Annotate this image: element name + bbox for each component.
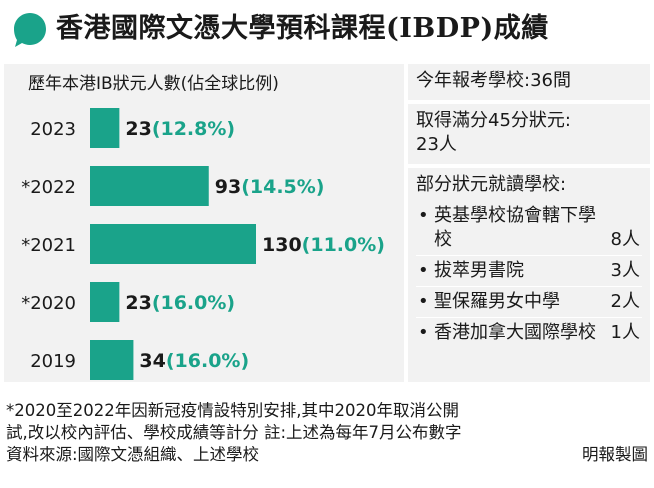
school-list: • 英基學校協會轄下學校 8人 • 拔萃男書院 3人 • 聖保羅男女中學 2人 • 香港加拿大國際學…	[416, 201, 642, 348]
bullet-icon: •	[418, 291, 429, 312]
year-label: 2019	[30, 351, 76, 372]
bar	[90, 108, 120, 148]
footnote: *2020至2022年因新冠疫情設特別安排,其中2020年取消公開 試,改以校內…	[6, 400, 650, 466]
full-marks-box: 取得滿分45分狀元: 23人	[408, 104, 650, 164]
bar	[90, 340, 134, 380]
percent-label: (11.0%)	[302, 234, 385, 256]
value-label: 34(16.0%)	[139, 350, 249, 372]
bullet-icon: •	[418, 322, 429, 343]
value-label: 130(11.0%)	[262, 234, 385, 256]
percent-label: (16.0%)	[152, 292, 235, 314]
school-name: 拔萃男書院	[434, 260, 524, 281]
bar	[90, 166, 209, 206]
percent-label: (12.8%)	[152, 118, 235, 140]
schools-count-box: 今年報考學校:36間	[408, 64, 650, 100]
schools-count-text: 今年報考學校:36間	[416, 70, 571, 91]
bullet-icon: •	[418, 260, 429, 281]
full-marks-count: 23人	[416, 134, 457, 155]
year-label: *2022	[21, 177, 76, 198]
page-title: 香港國際文憑大學預科課程(IBDP)成績	[56, 13, 549, 44]
footnote-line-3: 資料來源:國際文憑組織、上述學校	[6, 445, 260, 464]
school-item: • 英基學校協會轄下學校 8人	[416, 201, 642, 256]
full-marks-label: 取得滿分45分狀元:	[416, 110, 571, 131]
school-name: 香港加拿大國際學校	[434, 322, 596, 343]
credit: 明報製圖	[582, 445, 648, 464]
school-count: 8人	[610, 229, 640, 250]
bar	[90, 282, 120, 322]
footnote-line-1: *2020至2022年因新冠疫情設特別安排,其中2020年取消公開	[6, 401, 459, 420]
year-label: *2021	[21, 235, 76, 256]
percent-label: (16.0%)	[166, 350, 249, 372]
bar-chart: 2023 23(12.8%) *2022 93(14.5%) *2021 130(11.0…	[21, 108, 385, 380]
school-item: • 香港加拿大國際學校 1人	[416, 318, 642, 348]
value-label: 23(12.8%)	[125, 118, 235, 140]
school-name: 聖保羅男女中學	[434, 291, 560, 312]
bullet-icon: •	[418, 205, 429, 226]
chart-title: 歷年本港IB狀元人數(佔全球比例)	[28, 74, 279, 94]
bar	[90, 224, 256, 264]
schools-heading: 部分狀元就讀學校:	[416, 174, 567, 195]
school-count: 2人	[610, 291, 640, 312]
schools-list-box: 部分狀元就讀學校: • 英基學校協會轄下學校 8人 • 拔萃男書院 3人 • 聖保羅男女中學 2…	[408, 168, 650, 382]
year-label: *2020	[21, 293, 76, 314]
school-item: • 拔萃男書院 3人	[416, 256, 642, 287]
school-item: • 聖保羅男女中學 2人	[416, 287, 642, 318]
school-count: 1人	[610, 322, 640, 343]
school-name: 英基學校協會轄下學校	[434, 205, 596, 250]
year-label: 2023	[30, 119, 76, 140]
school-count: 3人	[610, 260, 640, 281]
value-label: 23(16.0%)	[125, 292, 235, 314]
chart-panel	[4, 64, 404, 382]
footnote-line-2: 試,改以校內評估、學校成績等計分 註:上述為每年7月公布數字	[6, 423, 462, 442]
value-label: 93(14.5%)	[215, 176, 325, 198]
percent-label: (14.5%)	[241, 176, 324, 198]
speech-bubble-icon	[14, 13, 46, 47]
